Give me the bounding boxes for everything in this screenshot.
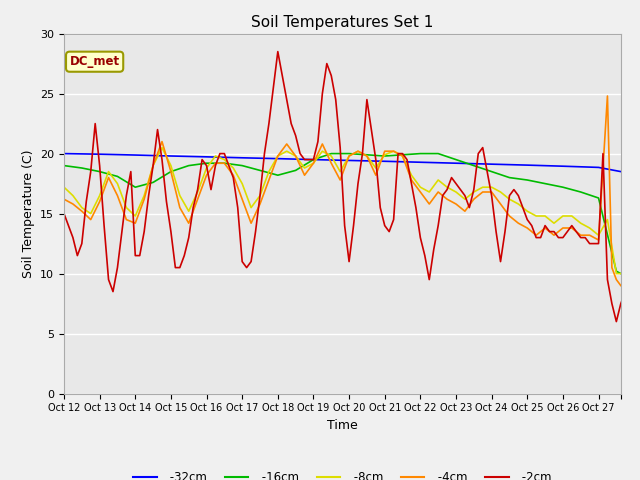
-16cm (78, 165, 86, 171)
-32cm (131, 152, 139, 158)
-16cm (541, 180, 549, 186)
-16cm (114, 173, 122, 179)
-32cm (559, 163, 567, 169)
Line: -2cm: -2cm (64, 51, 625, 322)
-8cm (158, 144, 166, 150)
-32cm (617, 168, 625, 174)
-2cm (399, 151, 406, 156)
-16cm (96, 168, 104, 174)
-8cm (60, 184, 68, 190)
Legend:  -32cm,  -16cm,  -8cm,  -4cm,  -2cm: -32cm, -16cm, -8cm, -4cm, -2cm (129, 466, 556, 480)
-16cm (256, 168, 264, 173)
-32cm (524, 162, 531, 168)
-32cm (238, 155, 246, 161)
-16cm (617, 271, 625, 276)
-8cm (131, 213, 139, 219)
-32cm (595, 165, 602, 170)
-32cm (381, 158, 388, 164)
-2cm (621, 288, 629, 294)
-16cm (577, 189, 584, 195)
-4cm (229, 172, 237, 178)
-2cm (612, 319, 620, 324)
-16cm (131, 184, 139, 190)
-4cm (550, 232, 558, 238)
-16cm (595, 195, 602, 201)
-2cm (390, 216, 397, 222)
-32cm (60, 151, 68, 156)
-16cm (381, 153, 388, 159)
-2cm (87, 168, 95, 174)
-32cm (274, 156, 282, 161)
Line: -32cm: -32cm (64, 154, 621, 171)
-32cm (96, 151, 104, 157)
-8cm (381, 152, 388, 157)
-4cm (301, 172, 308, 178)
-4cm (60, 196, 68, 202)
-16cm (435, 151, 442, 156)
-16cm (524, 177, 531, 183)
-2cm (537, 235, 545, 240)
-16cm (149, 180, 157, 185)
-32cm (417, 159, 424, 165)
-8cm (612, 271, 620, 276)
-8cm (617, 271, 625, 276)
Text: DC_met: DC_met (70, 55, 120, 68)
-16cm (488, 168, 495, 174)
-2cm (274, 48, 282, 54)
-2cm (60, 211, 68, 216)
-8cm (435, 177, 442, 183)
-32cm (345, 157, 353, 163)
-32cm (488, 161, 495, 167)
-16cm (363, 152, 371, 157)
-32cm (310, 156, 317, 162)
-16cm (167, 168, 175, 174)
Title: Soil Temperatures Set 1: Soil Temperatures Set 1 (252, 15, 433, 30)
-16cm (221, 160, 228, 166)
-16cm (238, 163, 246, 168)
-32cm (452, 160, 460, 166)
-16cm (399, 152, 406, 157)
X-axis label: Time: Time (327, 419, 358, 432)
-16cm (417, 151, 424, 156)
-4cm (354, 148, 362, 154)
-32cm (167, 153, 175, 159)
-16cm (559, 184, 567, 190)
-8cm (345, 153, 353, 159)
-16cm (185, 163, 193, 168)
-2cm (586, 240, 593, 247)
-16cm (345, 151, 353, 156)
-4cm (617, 283, 625, 288)
-4cm (608, 264, 616, 270)
-4cm (194, 196, 202, 202)
-16cm (612, 268, 620, 274)
-4cm (604, 93, 611, 99)
-16cm (328, 151, 335, 156)
-16cm (203, 160, 211, 166)
Line: -8cm: -8cm (64, 147, 621, 274)
-8cm (426, 189, 433, 195)
-16cm (310, 156, 317, 162)
-16cm (470, 163, 477, 168)
-2cm (421, 252, 429, 258)
Line: -4cm: -4cm (64, 96, 621, 286)
-8cm (301, 165, 308, 171)
Y-axis label: Soil Temperature (C): Soil Temperature (C) (22, 149, 35, 278)
-16cm (60, 163, 68, 168)
-32cm (203, 154, 211, 160)
-16cm (506, 175, 513, 180)
-16cm (292, 168, 300, 173)
-16cm (274, 172, 282, 178)
Line: -16cm: -16cm (64, 154, 621, 274)
-16cm (452, 156, 460, 162)
